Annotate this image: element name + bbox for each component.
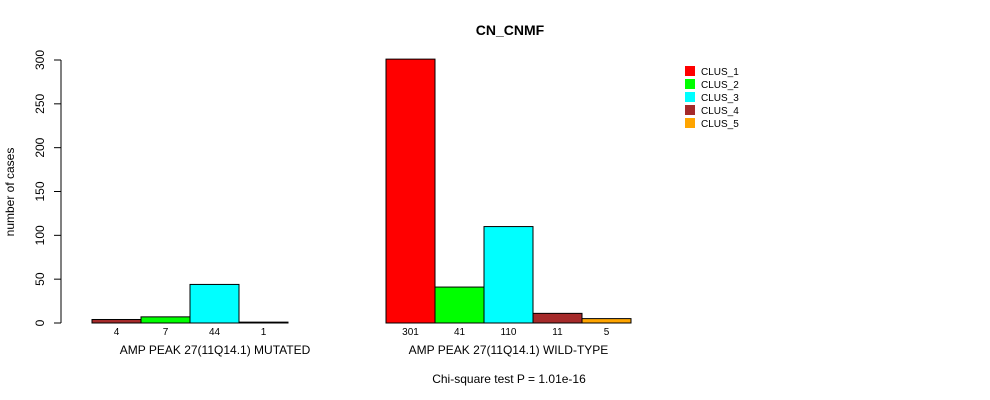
bar-wild-type-clus-3 — [483, 226, 534, 324]
group-label-mutated: AMP PEAK 27(11Q14.1) MUTATED — [120, 343, 311, 357]
bar-value-label-mutated-clus-4: 4 — [114, 327, 120, 338]
bar-wild-type-clus-2 — [434, 286, 485, 324]
legend-swatch-clus-2 — [685, 79, 695, 89]
legend-label-clus-1: CLUS_1 — [701, 67, 739, 78]
bar-mutated-clus-2 — [140, 316, 191, 324]
bar-mutated-clus-3 — [189, 283, 240, 324]
y-tick-label-50: 50 — [33, 272, 47, 286]
y-axis-label: number of cases — [3, 148, 17, 237]
bar-value-label-wild-type-clus-5: 5 — [604, 327, 610, 338]
legend: CLUS_1 CLUS_2 CLUS_3 CLUS_4 CLUS_5 — [685, 66, 739, 130]
bar-wild-type-clus-4 — [532, 312, 583, 324]
group-label-wild-type: AMP PEAK 27(11Q14.1) WILD-TYPE — [409, 343, 609, 357]
chi-square-footnote: Chi-square test P = 1.01e-16 — [432, 372, 586, 386]
legend-label-clus-4: CLUS_4 — [701, 106, 739, 117]
legend-swatch-clus-4 — [685, 105, 695, 115]
legend-label-clus-3: CLUS_3 — [701, 93, 739, 104]
bar-value-label-wild-type-clus-1: 301 — [402, 327, 419, 338]
bar-value-label-mutated-clus-5: 1 — [261, 327, 267, 338]
y-tick-label-150: 150 — [33, 181, 47, 201]
chart-title: CN_CNMF — [476, 22, 545, 38]
bar-mutated-clus-5 — [238, 321, 289, 324]
bar-value-label-mutated-clus-2: 7 — [163, 327, 169, 338]
bar-value-label-wild-type-clus-3: 110 — [501, 327, 517, 338]
bar-wild-type-clus-1 — [385, 58, 436, 324]
legend-swatch-clus-5 — [685, 118, 695, 128]
legend-label-clus-2: CLUS_2 — [701, 80, 739, 91]
y-axis: 0 50 100 150 200 250 300 — [33, 50, 62, 326]
y-tick-label-300: 300 — [33, 50, 47, 70]
y-tick-label-100: 100 — [33, 225, 47, 245]
y-tick-label-0: 0 — [33, 319, 47, 326]
bar-value-labels: 4 7 44 1 301 41 110 11 5 — [114, 327, 610, 338]
legend-swatch-clus-3 — [685, 92, 695, 102]
bar-value-label-wild-type-clus-4: 11 — [552, 327, 563, 338]
y-tick-label-250: 250 — [33, 94, 47, 114]
legend-label-clus-5: CLUS_5 — [701, 119, 739, 130]
bar-mutated-clus-4 — [91, 318, 142, 324]
legend-swatch-clus-1 — [685, 66, 695, 76]
y-tick-label-200: 200 — [33, 137, 47, 157]
bar-value-label-wild-type-clus-2: 41 — [454, 327, 466, 338]
bars-layer — [91, 58, 632, 324]
bar-value-label-mutated-clus-3: 44 — [209, 327, 221, 338]
bar-wild-type-clus-5 — [581, 318, 632, 324]
